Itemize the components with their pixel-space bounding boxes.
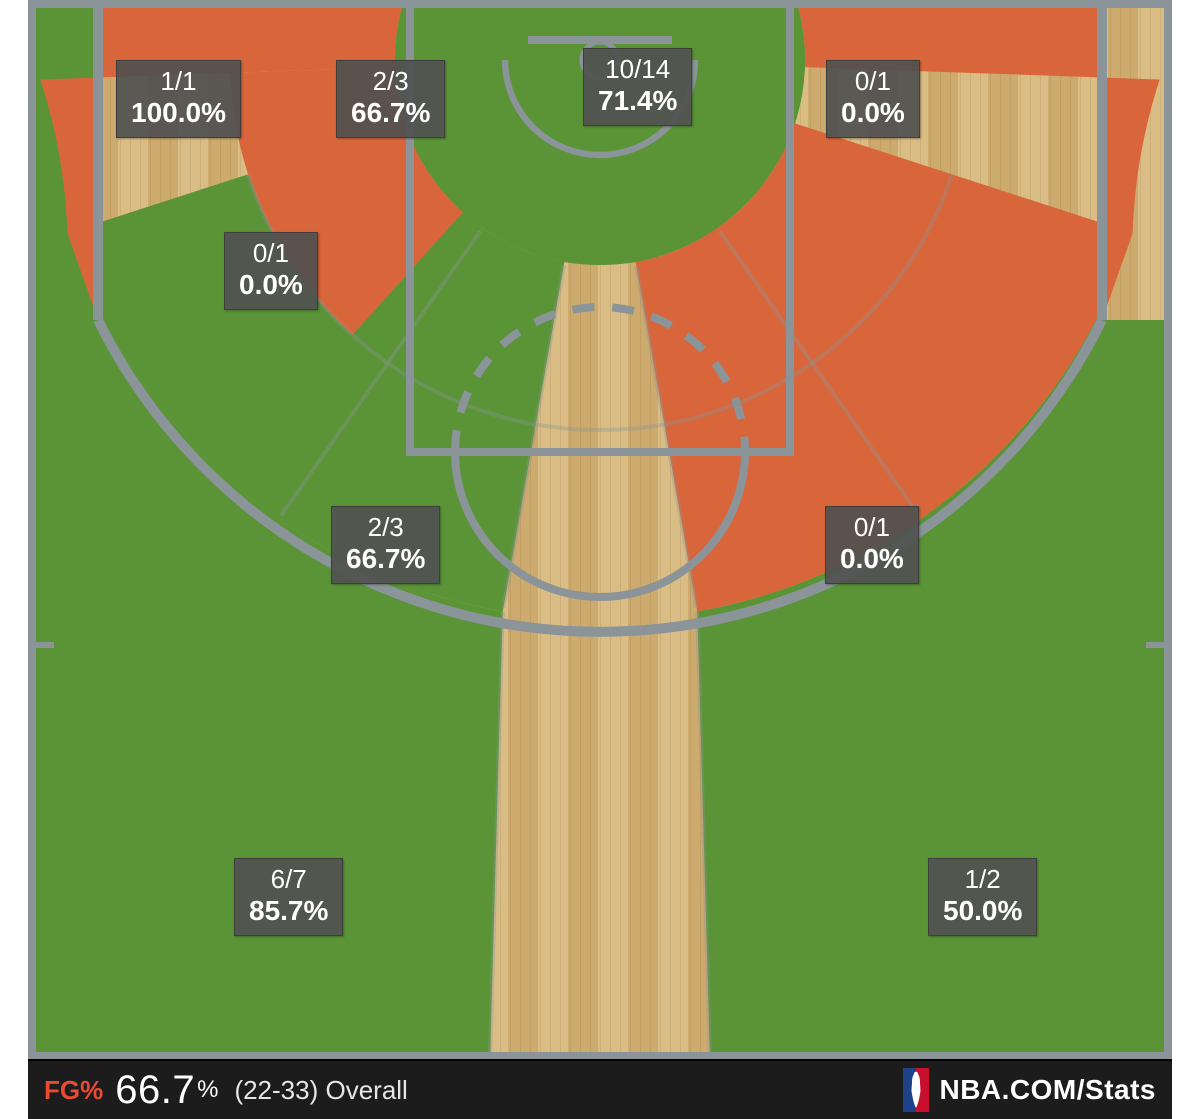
zone-fraction: 10/14 (598, 55, 677, 85)
zone-fraction: 1/1 (131, 67, 226, 97)
zone-percentage: 0.0% (239, 269, 303, 301)
zone-percentage: 0.0% (840, 543, 904, 575)
zone-fraction: 0/1 (239, 239, 303, 269)
shot-chart-container: 1/1100.0%2/366.7%10/1471.4%0/10.0%0/10.0… (0, 0, 1200, 1119)
zone-fraction: 2/3 (351, 67, 430, 97)
fg-percent-value: 66.7 (115, 1068, 195, 1113)
zone-label-corner3-left: 1/1100.0% (116, 60, 241, 138)
brand-text: NBA.COM/Stats (939, 1074, 1156, 1106)
fg-percent-symbol: % (197, 1076, 218, 1104)
zone-fraction: 0/1 (841, 67, 905, 97)
zone-label-mid-left-low: 0/10.0% (224, 232, 318, 310)
zone-percentage: 50.0% (943, 895, 1022, 927)
zone-percentage: 66.7% (346, 543, 425, 575)
shot-chart-court: 1/1100.0%2/366.7%10/1471.4%0/10.0%0/10.0… (28, 0, 1172, 1060)
zone-percentage: 85.7% (249, 895, 328, 927)
zone-label-mid-left-elbow: 2/366.7% (331, 506, 440, 584)
zone-label-restricted-area: 10/1471.4% (583, 48, 692, 126)
brand-container: NBA.COM/Stats (903, 1068, 1156, 1112)
zone-label-wing3-left: 6/785.7% (234, 858, 343, 936)
zone-label-mid-right-high: 0/10.0% (826, 60, 920, 138)
zone-fraction: 2/3 (346, 513, 425, 543)
zone-percentage: 71.4% (598, 85, 677, 117)
zone-fraction: 1/2 (943, 865, 1022, 895)
fg-detail: (22-33) Overall (234, 1075, 407, 1106)
zone-fraction: 6/7 (249, 865, 328, 895)
zone-percentage: 100.0% (131, 97, 226, 129)
zone-fraction: 0/1 (840, 513, 904, 543)
zone-label-mid-right-elbow: 0/10.0% (825, 506, 919, 584)
stats-footer: FG% 66.7 % (22-33) Overall NBA.COM/Stats (28, 1059, 1172, 1119)
zone-percentage: 0.0% (841, 97, 905, 129)
fg-percent-label: FG% (44, 1075, 103, 1106)
zone-percentage: 66.7% (351, 97, 430, 129)
zone-label-wing3-right: 1/250.0% (928, 858, 1037, 936)
nba-logo-icon (903, 1068, 929, 1112)
zone-label-mid-left-high: 2/366.7% (336, 60, 445, 138)
